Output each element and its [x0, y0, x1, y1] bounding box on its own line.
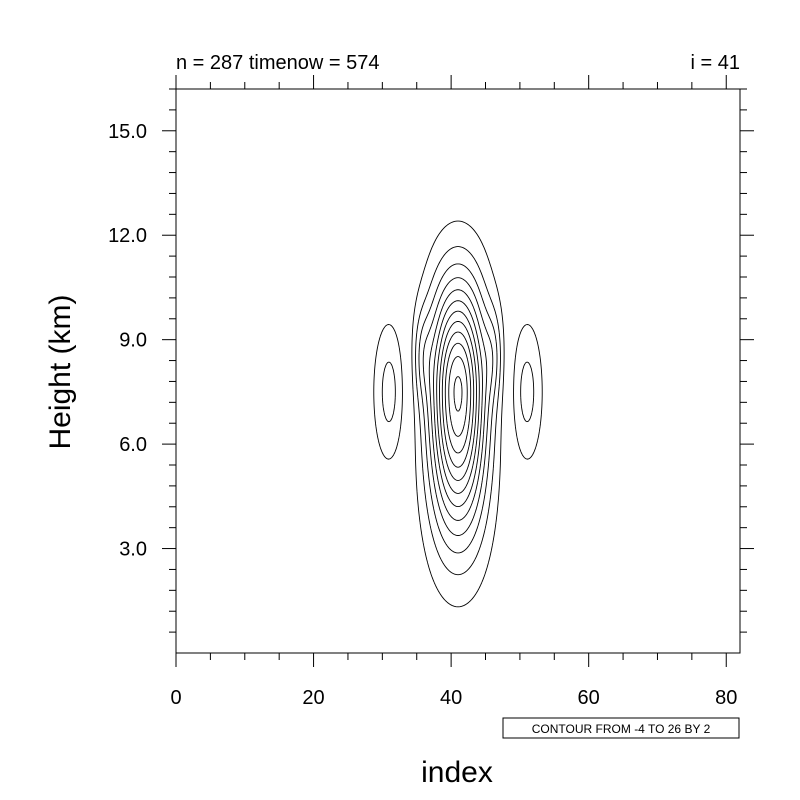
contour-info-box	[502, 717, 740, 739]
title-left: n = 287 timenow = 574	[176, 52, 379, 74]
contour-line-12	[433, 300, 483, 508]
contour-line-20	[444, 342, 472, 454]
title-right: i = 41	[691, 52, 740, 74]
x-tick-label: 60	[578, 687, 600, 709]
x-tick-label: 40	[440, 687, 462, 709]
contour-line-8	[422, 277, 494, 536]
x-tick-label: 20	[302, 687, 324, 709]
y-tick-label: 15.0	[108, 121, 147, 143]
x-tick-label: 0	[170, 687, 181, 709]
contour-line-16	[439, 321, 477, 481]
y-tick-label: 12.0	[108, 225, 147, 247]
contour-line-4	[415, 246, 501, 576]
contour-line-neg4	[381, 361, 535, 423]
plot-frame	[175, 88, 741, 654]
y-tick-label: 3.0	[119, 539, 147, 561]
contour-info-label: CONTOUR FROM -4 TO 26 BY 2	[532, 722, 711, 736]
y-tick-label: 9.0	[119, 330, 147, 352]
contour-line-18	[441, 331, 475, 468]
contour-line-6	[418, 263, 498, 554]
contour-line-2	[411, 220, 505, 608]
contour-line-24	[453, 376, 463, 412]
x-axis-title: index	[421, 756, 493, 789]
contour-line-14	[436, 310, 480, 494]
contour-line-22	[448, 356, 468, 437]
contour-line-10	[428, 289, 488, 521]
y-tick-label: 6.0	[119, 434, 147, 456]
contour-line-neg2	[373, 324, 543, 460]
y-axis-title: Height (km)	[44, 294, 77, 449]
contour-lines	[373, 220, 543, 608]
x-tick-label: 80	[715, 687, 737, 709]
